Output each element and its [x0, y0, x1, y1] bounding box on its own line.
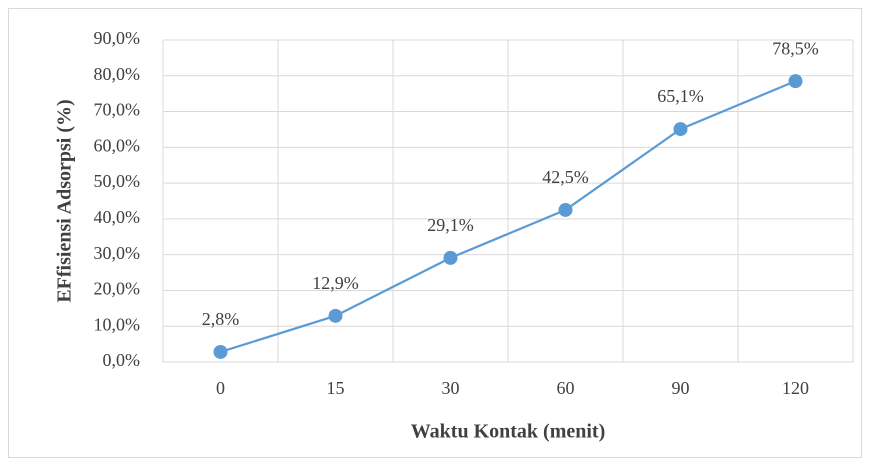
y-tick-label: 80,0% [94, 64, 141, 84]
x-tick-label: 90 [672, 378, 690, 398]
data-point [213, 344, 228, 359]
y-axis-title: EFfisiensi Adsorpsi (%) [54, 99, 76, 302]
data-label: 78,5% [772, 38, 819, 58]
data-point [788, 74, 803, 89]
x-tick-label: 60 [557, 378, 575, 398]
data-point [673, 122, 688, 137]
x-tick-label: 30 [442, 378, 460, 398]
y-tick-label: 70,0% [94, 100, 141, 120]
x-tick-label: 15 [327, 378, 345, 398]
y-tick-label: 40,0% [94, 207, 141, 227]
series-line [220, 80, 796, 354]
x-axis-title: Waktu Kontak (menit) [411, 421, 605, 443]
y-tick-label: 0,0% [103, 350, 141, 370]
data-label: 65,1% [657, 86, 704, 106]
x-tick-label: 0 [216, 378, 225, 398]
y-tick-label: 60,0% [94, 135, 141, 155]
y-tick-label: 90,0% [94, 28, 141, 48]
data-label: 2,8% [202, 309, 240, 329]
x-tick-label: 120 [782, 378, 809, 398]
y-tick-label: 10,0% [94, 314, 141, 334]
data-label: 12,9% [312, 273, 359, 293]
data-point [328, 308, 343, 323]
y-tick-label: 50,0% [94, 171, 141, 191]
y-tick-label: 30,0% [94, 243, 141, 263]
chart-border [8, 8, 862, 458]
data-label: 42,5% [542, 167, 589, 187]
data-point [558, 202, 573, 217]
data-label: 29,1% [427, 215, 474, 235]
y-tick-label: 20,0% [94, 279, 141, 299]
data-point [443, 250, 458, 265]
